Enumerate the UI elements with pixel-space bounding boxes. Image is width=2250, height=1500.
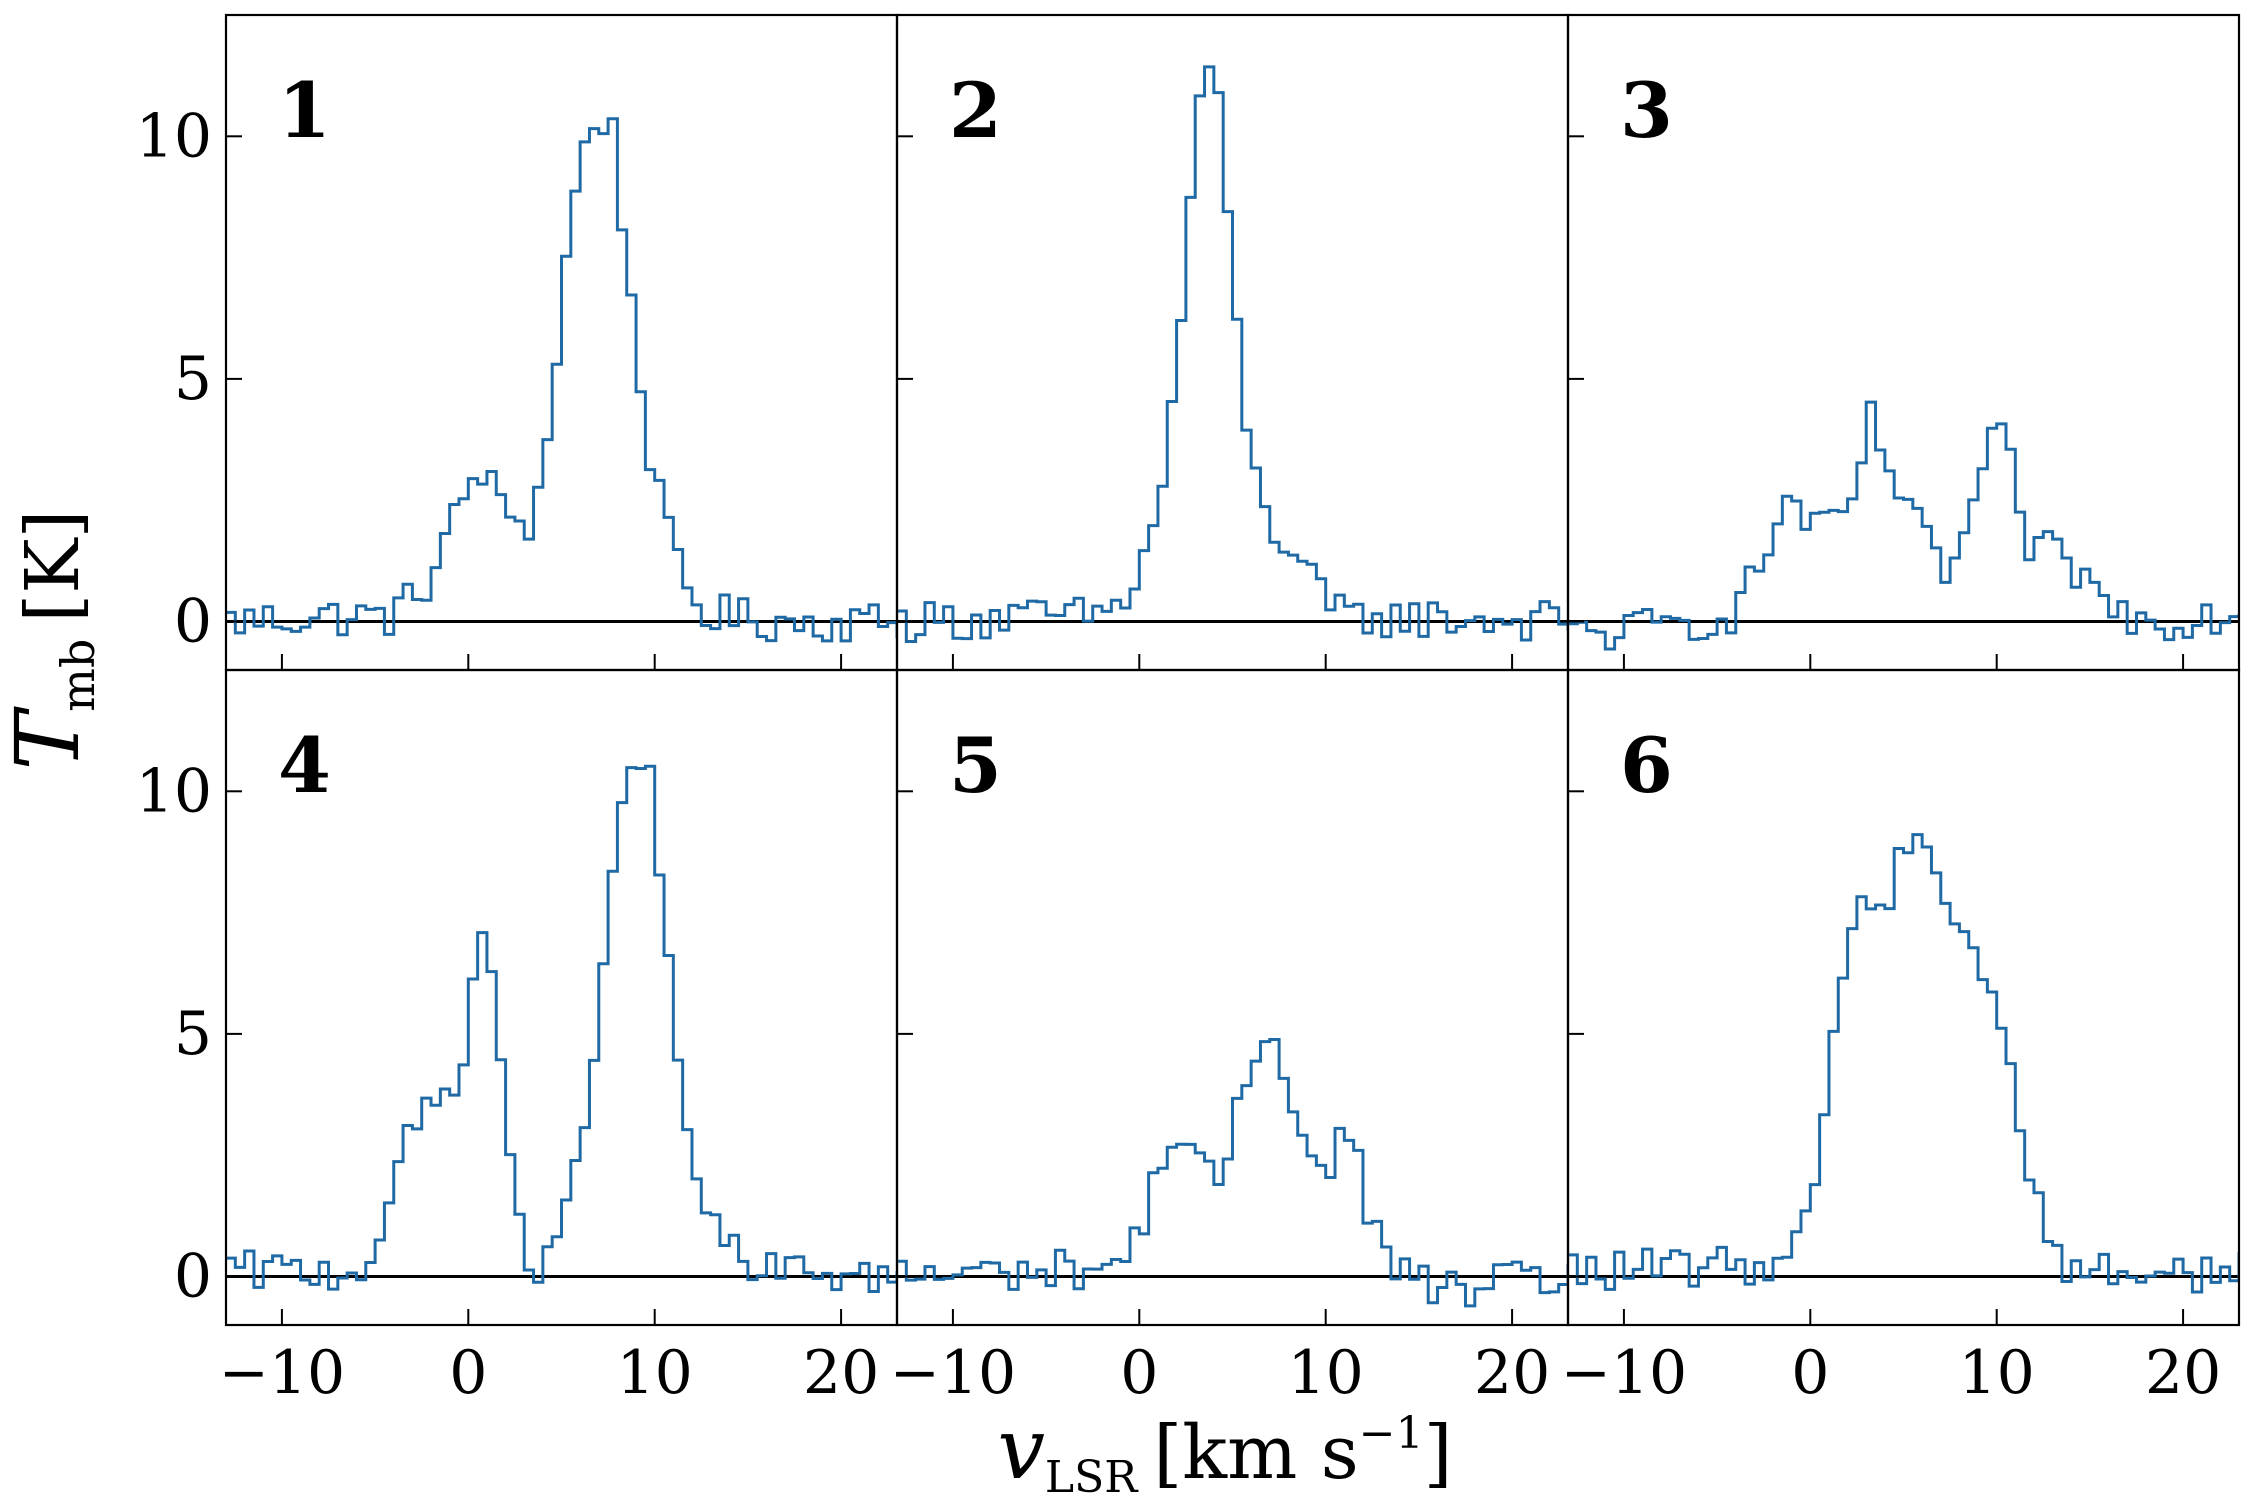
y-axis-units: [K]	[10, 510, 96, 623]
x-axis-subscript: LSR	[1045, 1452, 1139, 1500]
x-axis-units: [km s	[1153, 1410, 1358, 1496]
panel-3: 3	[1566, 13, 2241, 672]
y-tick-label: 5	[174, 999, 212, 1069]
x-tick-label: 0	[1120, 1338, 1158, 1408]
panel-number-label: 6	[1620, 721, 1673, 810]
x-axis-symbol: v	[997, 1400, 1044, 1498]
x-tick-label: −10	[1561, 1338, 1688, 1408]
panel-frame	[1566, 668, 2241, 1327]
spectrum-line	[226, 764, 897, 1294]
spectrum-line	[226, 117, 897, 643]
y-axis-title: Tmb [K]	[0, 510, 105, 771]
y-tick-label: 10	[136, 101, 212, 171]
x-tick-label: 10	[1959, 1338, 2035, 1408]
y-axis-title-text: Tmb [K]	[0, 510, 105, 771]
spectrum-line	[897, 65, 1568, 644]
y-tick-label: 10	[136, 756, 212, 826]
spectrum-line	[1568, 833, 2239, 1294]
x-tick-label: 0	[1791, 1338, 1829, 1408]
x-tick-label: −10	[890, 1338, 1017, 1408]
panel-number-label: 5	[949, 721, 1002, 810]
y-tick-label: 0	[174, 1241, 212, 1311]
panel-1: 0 5 10 1	[136, 13, 899, 672]
x-tick-label: −10	[219, 1338, 346, 1408]
y-tick-label: 5	[174, 344, 212, 414]
x-tick-label: 20	[803, 1338, 879, 1408]
y-axis-symbol: T	[0, 705, 99, 770]
spectrum-line	[1568, 400, 2239, 651]
x-axis-units-close: ]	[1424, 1410, 1453, 1496]
panel-6: −10 0 10 20 6	[1561, 668, 2241, 1408]
x-tick-label: 0	[449, 1338, 487, 1408]
panel-number-label: 1	[278, 66, 331, 155]
x-tick-label: 20	[1474, 1338, 1550, 1408]
x-tick-label: 10	[1288, 1338, 1364, 1408]
panel-5: −10 0 10 20 5	[890, 668, 1570, 1408]
panel-number-label: 3	[1620, 66, 1673, 155]
x-axis-exponent: −1	[1359, 1408, 1424, 1459]
panel-number-label: 4	[278, 721, 331, 810]
panel-number-label: 2	[949, 66, 1002, 155]
y-axis-subscript: mb	[51, 639, 105, 712]
x-tick-label: 10	[617, 1338, 693, 1408]
y-tick-label: 0	[174, 586, 212, 656]
x-tick-label: 20	[2145, 1338, 2221, 1408]
panel-2: 2	[895, 13, 1570, 672]
x-axis-title: vLSR [km s−1]	[997, 1400, 1452, 1500]
spectrum-line	[897, 1037, 1568, 1308]
